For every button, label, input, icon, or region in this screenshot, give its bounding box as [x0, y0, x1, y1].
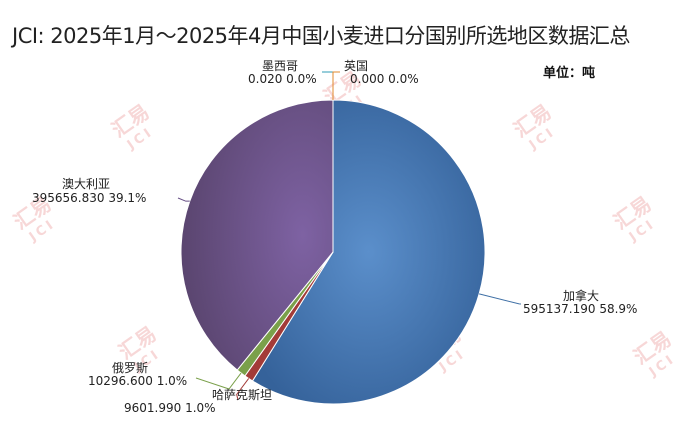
slice-value-label: 595137.190 58.9%	[523, 302, 637, 316]
slice-name-label: 哈萨克斯坦	[212, 388, 272, 402]
leader-line	[332, 71, 340, 100]
slice-value-label: 10296.600 1.0%	[88, 374, 187, 388]
unit-label: 单位：吨	[543, 66, 596, 81]
pie-slice	[180, 99, 334, 371]
slice-name-label: 澳大利亚	[62, 177, 110, 191]
slice-name-label: 俄罗斯	[112, 361, 148, 375]
leader-line	[236, 378, 250, 401]
slice-name-label: 加拿大	[563, 288, 599, 303]
slice-name-label: 英国	[344, 59, 368, 73]
slice-value-label: 9601.990 1.0%	[124, 401, 216, 415]
slice-value-label: 0.020 0.0%	[248, 72, 317, 86]
slice-value-label: 395656.830 39.1%	[32, 191, 146, 205]
slice-name-label: 墨西哥	[262, 59, 298, 73]
leader-line	[195, 372, 242, 390]
leader-line	[177, 197, 190, 202]
slice-value-label: 0.000 0.0%	[350, 72, 419, 86]
chart-title: JCI: 2025年1月～2025年4月中国小麦进口分国别所选地区数据汇总	[12, 24, 630, 48]
leader-line	[478, 293, 522, 305]
pie-slice	[251, 99, 486, 405]
